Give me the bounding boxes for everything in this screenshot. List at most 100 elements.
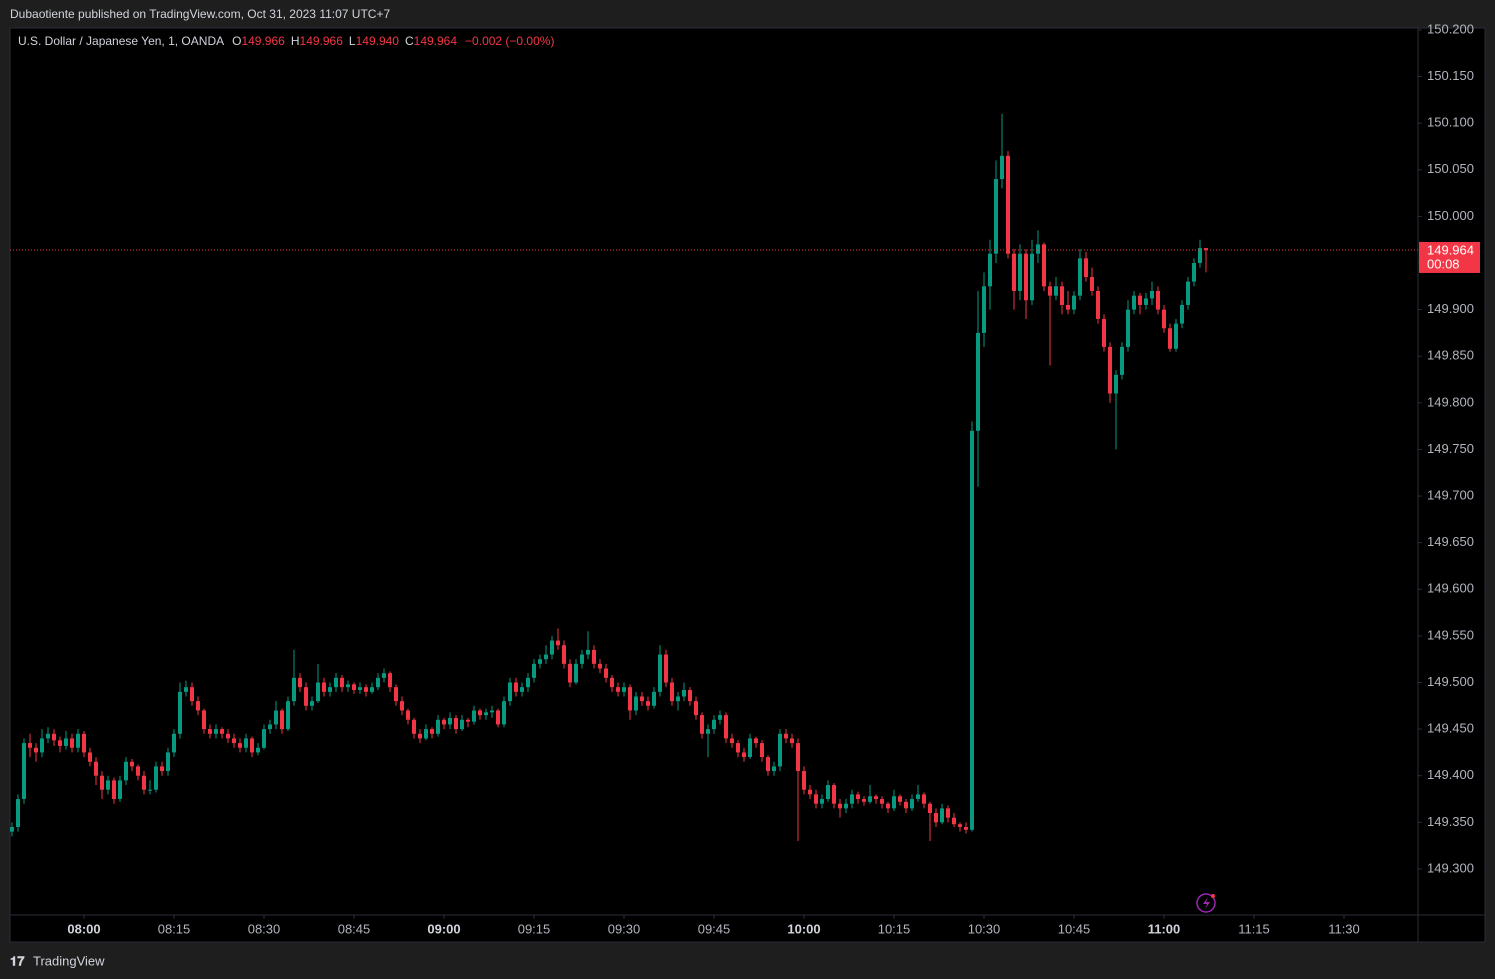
- candle-body: [724, 715, 728, 739]
- candle-body: [328, 687, 332, 692]
- candle-body: [568, 663, 572, 683]
- y-tick-label: 149.400: [1427, 767, 1474, 782]
- x-tick-label: 09:30: [608, 921, 641, 936]
- candle-body: [436, 719, 440, 734]
- candle-body: [664, 654, 668, 683]
- candle-body: [874, 796, 878, 800]
- candle-body: [364, 687, 368, 692]
- y-tick-label: 149.600: [1427, 581, 1474, 596]
- candle-body: [778, 733, 782, 767]
- ohlc-label: O: [232, 34, 241, 48]
- candle-body: [1174, 323, 1178, 349]
- candle-body: [136, 766, 140, 776]
- candle-body: [1156, 290, 1160, 310]
- y-tick-label: 149.750: [1427, 441, 1474, 456]
- candle-body: [808, 789, 812, 795]
- ohlc-label: L: [349, 34, 356, 48]
- candle-body: [322, 682, 326, 692]
- candle-body: [202, 710, 206, 730]
- candle-body: [208, 729, 212, 734]
- candle-body: [394, 687, 398, 702]
- y-tick-label: 149.850: [1427, 348, 1474, 363]
- candle-body: [484, 712, 488, 716]
- candle-body: [586, 649, 590, 655]
- publisher: Dubaotiente published on TradingView.com…: [10, 7, 390, 21]
- candle-body: [112, 780, 116, 800]
- candle-body: [880, 799, 884, 804]
- candle-body: [1042, 244, 1046, 287]
- candle-body: [910, 799, 914, 809]
- candle-body: [148, 789, 152, 791]
- chart-area: [9, 27, 1486, 943]
- candle-body: [130, 761, 134, 767]
- candle-body: [190, 687, 194, 702]
- candle-body: [172, 733, 176, 753]
- lightning-dot: [1211, 894, 1215, 898]
- brand: 𝟏𝟕: [10, 953, 25, 968]
- candle-body: [1048, 286, 1052, 296]
- candle-body: [310, 701, 314, 706]
- candle-body: [1138, 295, 1142, 305]
- candle-body: [388, 673, 392, 688]
- candle-body: [988, 253, 992, 287]
- candle-body: [1150, 290, 1154, 299]
- candle-body: [892, 796, 896, 809]
- candle-body: [340, 677, 344, 688]
- candle-body: [580, 654, 584, 664]
- candle-body: [958, 824, 962, 827]
- candle-body: [550, 640, 554, 655]
- candle-body: [1030, 253, 1034, 301]
- time-axis: 08:00 08:15 08:30 08:45 09:00 09:15 09:30 09:45…: [67, 915, 1360, 936]
- candle-body: [28, 743, 32, 748]
- candle-body: [52, 733, 56, 741]
- candle-body: [244, 738, 248, 748]
- candle-body: [766, 757, 770, 772]
- candle-body: [10, 826, 14, 832]
- candle-body: [904, 801, 908, 809]
- candle-body: [562, 645, 566, 664]
- candle-body: [442, 719, 446, 725]
- x-tick-label: 09:45: [698, 921, 731, 936]
- ohlc-label: H: [291, 34, 300, 48]
- candle-body: [1090, 276, 1094, 291]
- candle-body: [610, 677, 614, 688]
- candle-body: [1186, 281, 1190, 305]
- ohlc-value: 149.940: [356, 34, 400, 48]
- candle-body: [58, 740, 62, 746]
- candle-body: [166, 752, 170, 772]
- candle-body: [574, 663, 578, 683]
- candle-body: [382, 673, 386, 678]
- candle-body: [826, 785, 830, 800]
- candle-body: [1108, 346, 1112, 394]
- candle-body: [1144, 298, 1148, 305]
- candle-body: [706, 729, 710, 734]
- candle-body: [1126, 309, 1130, 347]
- candle-body: [1162, 309, 1166, 329]
- candle-body: [1036, 244, 1040, 254]
- candle-body: [22, 743, 26, 800]
- x-tick-label: 10:15: [878, 921, 911, 936]
- candle-body: [640, 696, 644, 702]
- candle-body: [118, 780, 122, 800]
- candle-body: [1192, 263, 1196, 282]
- candle-body: [916, 794, 920, 800]
- candle-body: [1084, 258, 1088, 277]
- lightning-icon[interactable]: [1196, 893, 1216, 913]
- candle-body: [106, 780, 110, 790]
- candle-body: [466, 719, 470, 722]
- candle-body: [742, 752, 746, 758]
- candle-body: [292, 677, 296, 702]
- candle-body: [220, 729, 224, 734]
- candle-body: [604, 668, 608, 678]
- candle-body: [124, 761, 128, 781]
- candle-body: [424, 729, 428, 739]
- candle-body: [700, 715, 704, 734]
- candle-body: [1114, 374, 1118, 394]
- change: −0.002 (−0.00%): [465, 34, 554, 48]
- candle-body: [652, 691, 656, 706]
- candle-body: [1120, 346, 1124, 375]
- candle-body: [346, 684, 350, 688]
- countdown: 00:08: [1427, 256, 1460, 271]
- candle-body: [316, 682, 320, 702]
